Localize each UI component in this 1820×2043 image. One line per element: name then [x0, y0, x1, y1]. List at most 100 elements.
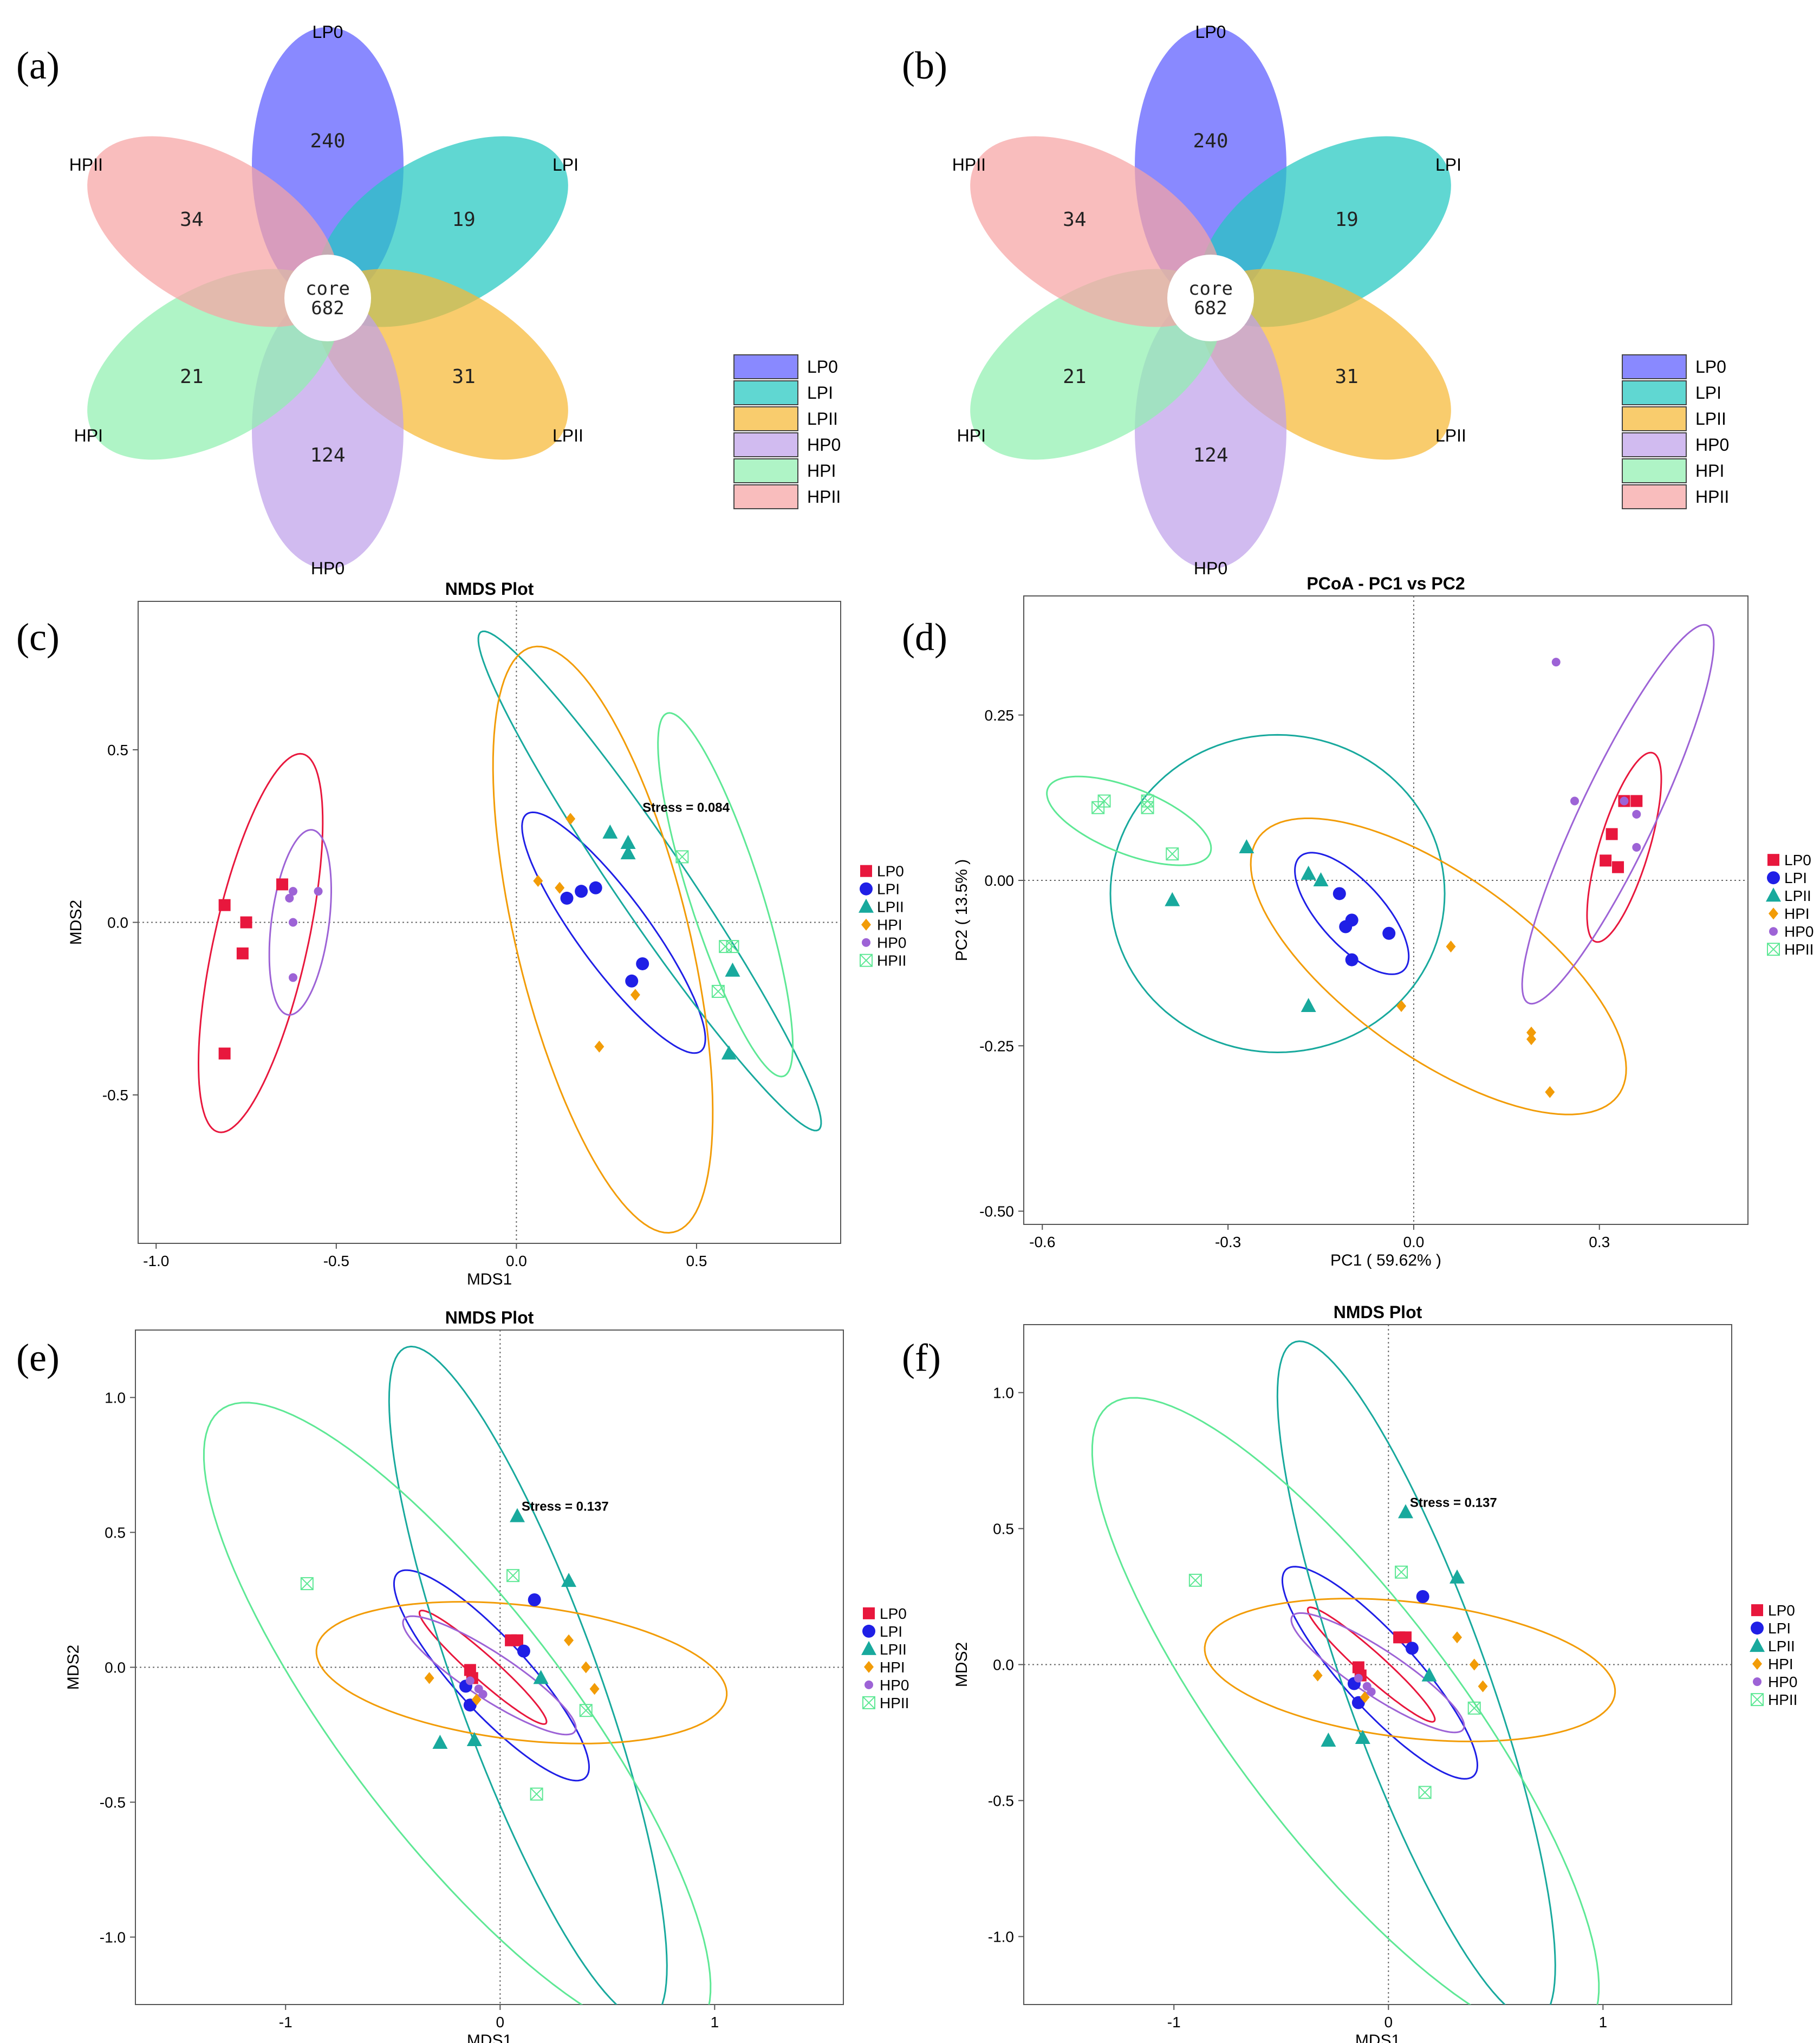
marker-cross: [1189, 1574, 1202, 1587]
venn-label-hpi: HPI: [74, 426, 103, 445]
legend-marker-lpi: [862, 1624, 875, 1638]
data-point-hpii: [506, 1569, 520, 1582]
marker-box: [675, 850, 689, 864]
y-tick-label: -1.0: [100, 1929, 126, 1946]
confidence-ellipse-hp0: [1521, 624, 1715, 1005]
data-point-hp0: [1570, 796, 1580, 806]
venn-legend-label-hpii: HPII: [1695, 487, 1729, 507]
confidence-ellipse-lpii: [477, 630, 822, 1132]
venn-legend-swatch-lp0: [733, 354, 798, 379]
data-point-hpi: [1396, 1000, 1407, 1013]
panel-letter: (a): [16, 44, 60, 87]
data-point-hp0: [285, 893, 294, 903]
confidence-ellipse-lpii: [1109, 734, 1446, 1054]
data-point-lpii: [561, 1573, 577, 1587]
marker-box: [1188, 1573, 1202, 1587]
marker-box: [860, 954, 873, 967]
y-tick-label: -1.0: [988, 1929, 1014, 1945]
data-point-lp0: [1600, 854, 1612, 867]
plot-frame: [135, 1329, 844, 2005]
venn-label-lp0: LP0: [313, 22, 343, 42]
legend-label-lpii: LPII: [880, 1641, 907, 1658]
marker-box: [1091, 801, 1105, 814]
data-point-lpii: [432, 1734, 448, 1749]
data-point-lpii: [1321, 1733, 1336, 1747]
venn-legend-label-lpi: LPI: [807, 383, 833, 403]
scatter-panel-3: (d) PCoA - PC1 vs PC2 -0.6 -0.3 0.0 0.3 -0.50 -…: [902, 574, 1813, 1269]
y-axis-label: MDS2: [64, 1645, 82, 1690]
y-tick-label: 1.0: [105, 1390, 126, 1406]
confidence-ellipse-hp0: [402, 1615, 577, 1736]
plot-title: NMDS Plot: [1334, 1302, 1422, 1322]
confidence-ellipse-hpi: [1250, 818, 1627, 1115]
data-point-hp0: [1620, 796, 1629, 806]
data-point-hpii: [719, 940, 732, 954]
legend-label-hpi: HPI: [1784, 905, 1810, 922]
data-point-hpi: [1526, 1033, 1537, 1046]
plot-frame: [1023, 595, 1748, 1225]
confidence-ellipse-lp0: [418, 1610, 548, 1725]
legend-label-lpi: LPI: [1768, 1620, 1791, 1637]
legend-label-hpii: HPII: [1768, 1691, 1797, 1708]
data-point-lpi: [589, 881, 602, 894]
marker-cross: [1141, 801, 1154, 814]
venn-label-hpi: HPI: [957, 426, 986, 445]
venn-unique-hpi: 21: [1063, 366, 1086, 388]
venn-unique-lpii: 31: [1335, 366, 1358, 388]
venn-legend-swatch-hpii: [733, 484, 798, 509]
venn-legend-swatch-hpi: [1622, 458, 1687, 483]
plot-title: PCoA - PC1 vs PC2: [1306, 574, 1465, 593]
data-point-hpii: [1467, 1701, 1481, 1715]
data-point-lpi: [1416, 1590, 1429, 1603]
legend-marker-hpi: [861, 918, 871, 931]
y-tick-label: 0.5: [107, 742, 128, 758]
legend-marker-hpii: [1751, 1693, 1764, 1707]
venn-legend-label-lpi: LPI: [1695, 383, 1721, 403]
marker-box: [1395, 1565, 1408, 1579]
venn-panel-1: (b) 240 LP0 19 LPI 31 LPII 124 HP0 21 HPI 34 HPII cor…: [902, 22, 1729, 578]
y-tick-label: -0.25: [979, 1037, 1014, 1054]
y-tick-label: -0.5: [102, 1087, 128, 1104]
marker-cross: [719, 940, 732, 953]
data-point-lpii: [721, 1045, 737, 1060]
confidence-ellipse-lpii: [1276, 1340, 1556, 2005]
y-tick-label: 0.0: [105, 1659, 126, 1676]
marker-box: [862, 1696, 875, 1709]
venn-legend-label-lpii: LPII: [807, 409, 838, 429]
data-point-lpii: [466, 1731, 482, 1746]
marker-cross: [860, 954, 873, 967]
marker-cross: [862, 1696, 875, 1709]
data-point-hpi: [1360, 1691, 1370, 1703]
data-point-lp0: [1399, 1631, 1412, 1644]
y-tick-label: -0.50: [979, 1203, 1014, 1220]
legend-label-hpii: HPII: [1784, 941, 1813, 958]
stress-annotation: Stress = 0.137: [522, 1500, 609, 1514]
data-point-hp0: [1632, 843, 1641, 852]
venn-unique-lp0: 240: [1193, 130, 1228, 152]
marker-box: [1751, 1693, 1764, 1707]
venn-legend-swatch-hp0: [733, 432, 798, 457]
confidence-ellipse-lpi: [393, 1569, 590, 1782]
venn-legend-swatch-lpii: [733, 406, 798, 431]
venn-label-hpii: HPII: [952, 155, 986, 174]
legend-marker-lpii: [861, 1640, 876, 1655]
data-point-lpi: [1405, 1642, 1419, 1655]
plot-area: [1024, 1325, 1732, 2005]
data-point-lp0: [1630, 795, 1643, 807]
data-point-hpii: [726, 940, 739, 954]
data-point-lpi: [517, 1644, 530, 1658]
y-tick-label: -0.5: [100, 1794, 126, 1811]
marker-cross: [712, 985, 725, 998]
legend-marker-lp0: [1751, 1604, 1763, 1617]
legend-marker-hpi: [864, 1661, 874, 1673]
data-point-lp0: [276, 878, 289, 891]
x-tick-label: 0.0: [506, 1253, 527, 1269]
venn-legend-label-hpi: HPI: [1695, 461, 1724, 481]
venn-core-value: 682: [311, 297, 344, 319]
legend-marker-lp0: [1767, 854, 1779, 866]
marker-cross: [530, 1787, 543, 1801]
y-tick-label: 0.25: [985, 707, 1015, 724]
venn-petal-hpii: [970, 136, 1221, 327]
venn-legend-label-hpii: HPII: [807, 487, 841, 507]
venn-unique-hpii: 34: [1063, 209, 1086, 231]
